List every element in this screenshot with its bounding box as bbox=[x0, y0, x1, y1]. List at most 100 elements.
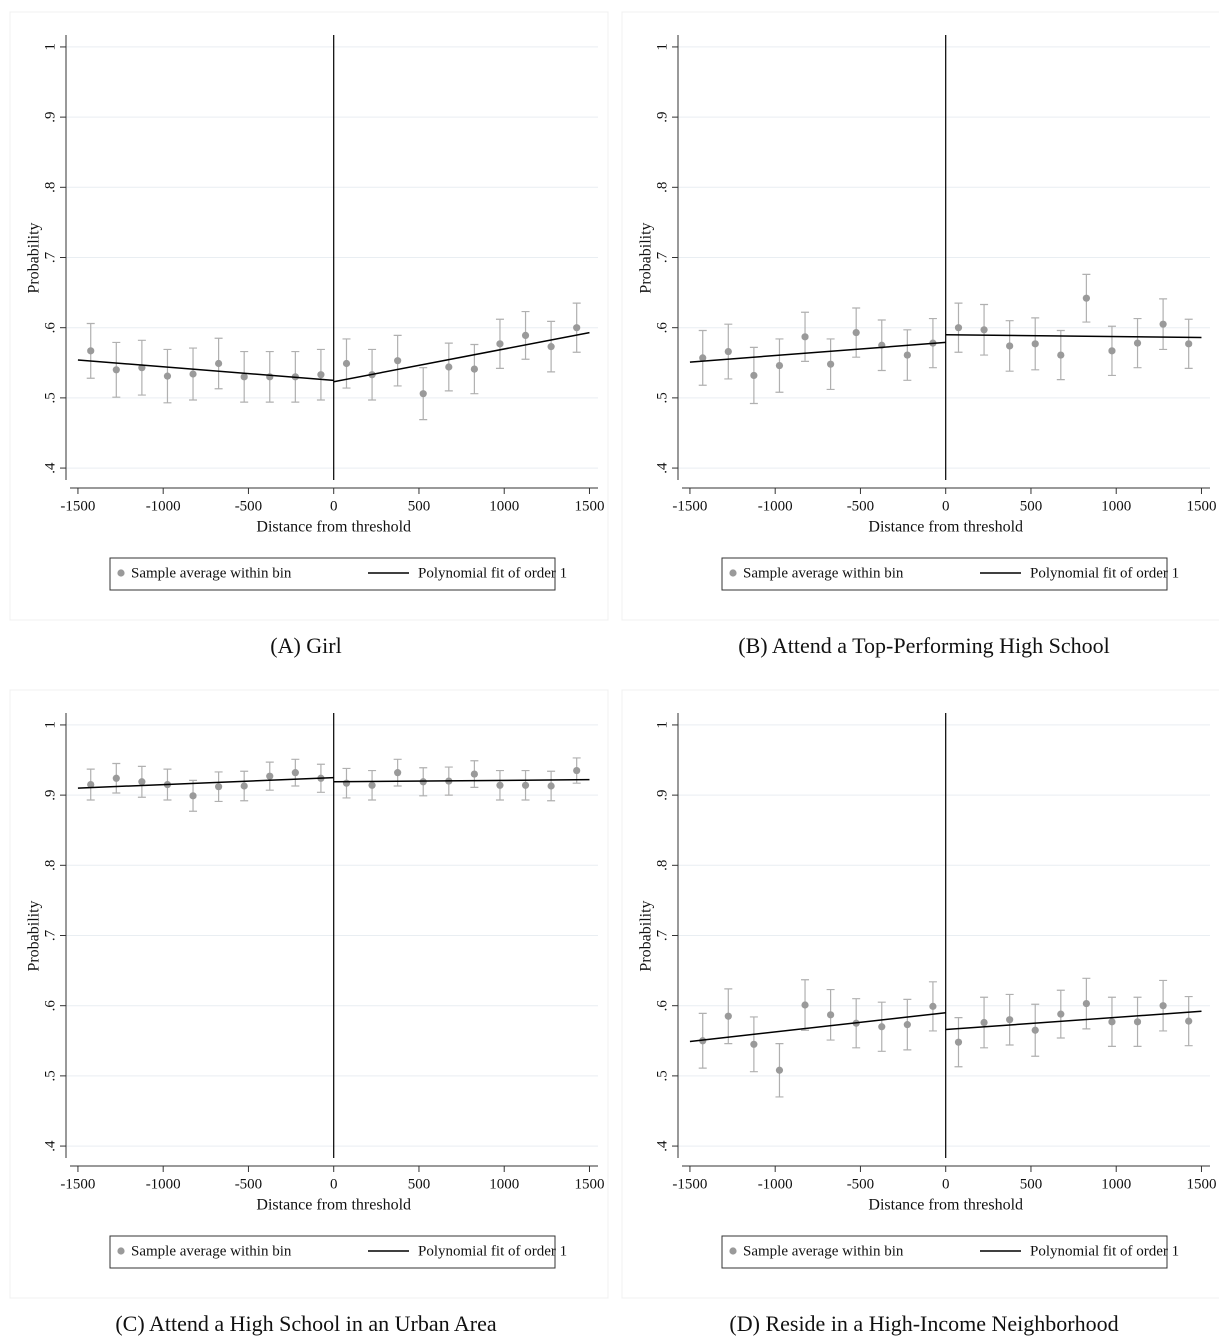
y-axis-title: Probability bbox=[26, 900, 43, 971]
x-axis-title: Distance from threshold bbox=[868, 519, 1023, 536]
x-tick-label: 1000 bbox=[1101, 1176, 1131, 1192]
data-point bbox=[496, 340, 504, 348]
caption: (D) Reside in a High-Income Neighborhood bbox=[729, 1311, 1118, 1336]
y-axis-title: Probability bbox=[26, 222, 43, 293]
x-tick-label: 500 bbox=[1020, 1176, 1043, 1192]
legend-marker bbox=[729, 569, 737, 577]
data-point bbox=[342, 359, 351, 368]
legend-box bbox=[109, 1235, 556, 1269]
data-point bbox=[189, 792, 197, 800]
x-tick-label: 0 bbox=[330, 1176, 338, 1192]
data-point bbox=[801, 1001, 809, 1009]
x-tick-label: -1000 bbox=[758, 1176, 793, 1192]
data-point bbox=[827, 1011, 835, 1019]
data-point bbox=[87, 347, 95, 355]
data-point bbox=[112, 774, 120, 782]
data-point bbox=[1006, 1016, 1014, 1024]
data-point bbox=[1082, 999, 1090, 1008]
data-point bbox=[240, 373, 248, 381]
data-point bbox=[189, 370, 197, 378]
data-point bbox=[903, 351, 911, 359]
data-point bbox=[266, 772, 274, 780]
y-tick-label: 1 bbox=[654, 721, 670, 729]
data-point bbox=[112, 366, 120, 374]
x-tick-label: -500 bbox=[235, 498, 263, 514]
x-tick-label: 500 bbox=[408, 1176, 431, 1192]
data-point bbox=[929, 1002, 937, 1010]
data-point bbox=[903, 1021, 911, 1029]
y-tick-label: .4 bbox=[654, 462, 670, 474]
data-point bbox=[724, 347, 732, 356]
data-point bbox=[547, 343, 555, 351]
x-tick-label: -1000 bbox=[758, 498, 793, 514]
caption: (C) Attend a High School in an Urban Are… bbox=[115, 1311, 496, 1336]
data-point bbox=[1031, 340, 1039, 348]
data-point bbox=[1133, 1018, 1142, 1026]
data-point bbox=[1108, 1018, 1116, 1026]
data-point bbox=[1133, 339, 1142, 347]
data-point bbox=[980, 326, 988, 334]
legend-marker bbox=[117, 1247, 125, 1255]
x-tick-label: -1500 bbox=[60, 1176, 95, 1192]
data-point bbox=[368, 781, 376, 789]
data-point bbox=[470, 770, 478, 778]
panel-frame bbox=[9, 11, 609, 621]
y-tick-label: .4 bbox=[42, 462, 58, 474]
x-tick-label: 0 bbox=[942, 1176, 950, 1192]
data-point bbox=[240, 782, 248, 790]
y-tick-label: .6 bbox=[42, 322, 58, 334]
panel-frame bbox=[621, 689, 1219, 1299]
data-point bbox=[521, 331, 530, 340]
y-tick-label: .5 bbox=[42, 1070, 58, 1081]
data-point bbox=[470, 365, 478, 373]
y-tick-label: 1 bbox=[654, 43, 670, 51]
x-tick-label: -1000 bbox=[146, 1176, 181, 1192]
data-point bbox=[852, 329, 860, 337]
caption: (B) Attend a Top-Performing High School bbox=[738, 633, 1109, 658]
x-tick-label: 1500 bbox=[574, 1176, 604, 1192]
panel-frame bbox=[621, 11, 1219, 621]
y-axis-title: Probability bbox=[638, 222, 655, 293]
data-point bbox=[342, 779, 351, 787]
legend-label: Sample average within bin bbox=[131, 565, 292, 581]
data-point bbox=[1159, 1002, 1167, 1010]
y-tick-label: .5 bbox=[654, 1070, 670, 1081]
data-point bbox=[419, 390, 427, 398]
fit-line bbox=[333, 331, 590, 383]
y-tick-label: .4 bbox=[654, 1140, 670, 1152]
x-axis-title: Distance from threshold bbox=[256, 1197, 411, 1214]
data-point bbox=[87, 780, 95, 789]
data-point bbox=[1057, 1010, 1065, 1018]
fit-line bbox=[689, 341, 946, 363]
data-point bbox=[573, 766, 581, 775]
x-tick-label: 500 bbox=[408, 498, 431, 514]
x-tick-label: 1500 bbox=[574, 498, 604, 514]
x-axis-title: Distance from threshold bbox=[256, 519, 411, 536]
fit-line bbox=[77, 359, 334, 382]
y-tick-label: .8 bbox=[654, 860, 670, 871]
y-tick-label: .5 bbox=[42, 392, 58, 403]
fit-line bbox=[945, 1010, 1202, 1031]
legend-label: Polynomial fit of order 1 bbox=[418, 1243, 567, 1259]
data-point bbox=[699, 354, 707, 362]
data-point bbox=[394, 769, 402, 777]
x-tick-label: -1500 bbox=[60, 498, 95, 514]
y-tick-label: .9 bbox=[42, 789, 58, 800]
data-point bbox=[138, 778, 146, 786]
y-tick-label: .8 bbox=[42, 860, 58, 871]
legend-label: Polynomial fit of order 1 bbox=[1030, 1243, 1179, 1259]
data-point bbox=[1031, 1026, 1039, 1034]
data-point bbox=[291, 769, 299, 777]
data-point bbox=[878, 1023, 886, 1031]
data-point bbox=[1082, 294, 1090, 302]
data-point bbox=[1185, 1017, 1193, 1025]
data-point bbox=[1185, 340, 1193, 348]
y-tick-label: 1 bbox=[42, 721, 58, 729]
data-point bbox=[547, 782, 555, 790]
fit-line bbox=[77, 776, 334, 789]
x-tick-label: -500 bbox=[235, 1176, 263, 1192]
y-tick-label: .9 bbox=[654, 111, 670, 122]
y-axis-title: Probability bbox=[638, 900, 655, 971]
data-point bbox=[750, 371, 758, 380]
